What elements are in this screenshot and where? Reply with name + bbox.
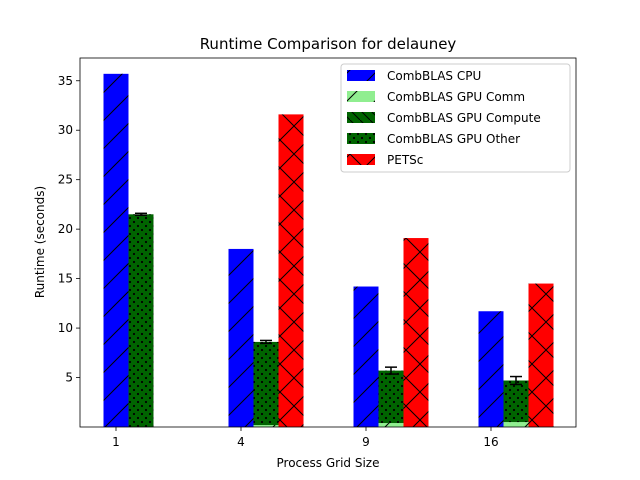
- legend-swatch-hatch-3: [347, 133, 375, 144]
- x-tick-label-1: 1: [112, 435, 120, 449]
- y-tick-label-15: 15: [58, 272, 73, 286]
- bar-gpu-comm-hatch-9: [378, 423, 404, 427]
- x-axis-label: Process Grid Size: [277, 456, 380, 470]
- legend-box: [340, 63, 571, 173]
- bar-petsc-hatch-16: [528, 283, 554, 427]
- axes-frame: [79, 57, 577, 428]
- bar-gpu-comm-hatch-4: [253, 425, 279, 427]
- plot-area: 1 4 9 16 5 10 15 20 25 30 35: [58, 57, 577, 449]
- bar-gpu-other-hatch-16: [503, 380, 529, 423]
- y-tick-label-25: 25: [58, 173, 73, 187]
- y-tick-label-20: 20: [58, 222, 73, 236]
- legend-label-2: CombBLAS GPU Compute: [387, 111, 541, 125]
- legend-swatch-hatch-4: [347, 154, 375, 165]
- y-tick-label-5: 5: [65, 371, 73, 385]
- legend-label-1: CombBLAS GPU Comm: [387, 90, 525, 104]
- x-tick-label-9: 9: [362, 435, 370, 449]
- bar-cpu-hatch-16: [478, 311, 504, 427]
- y-tick-label-35: 35: [58, 74, 73, 88]
- legend-swatch-hatch-2: [347, 112, 375, 123]
- legend-label-0: CombBLAS CPU: [387, 69, 481, 83]
- y-tick-label-10: 10: [58, 321, 73, 335]
- x-tick-label-16: 16: [483, 435, 498, 449]
- bar-petsc-hatch-4: [278, 114, 304, 428]
- bar-gpu-other-hatch-4: [253, 341, 279, 426]
- legend-swatch-hatch-0: [347, 70, 375, 81]
- bar-gpu-other-hatch-1: [128, 214, 154, 427]
- chart-title: Runtime Comparison for delauney: [200, 35, 457, 53]
- legend-label-3: CombBLAS GPU Other: [387, 132, 520, 146]
- legend-swatch-hatch-1: [347, 91, 375, 102]
- bar-gpu-other-hatch-9: [378, 370, 404, 424]
- bar-cpu-hatch-1: [103, 73, 129, 427]
- bar-cpu-hatch-4: [228, 248, 254, 427]
- x-tick-label-4: 4: [237, 435, 245, 449]
- legend-label-4: PETSc: [387, 153, 423, 167]
- bar-gpu-comm-hatch-16: [503, 422, 529, 427]
- bar-petsc-hatch-9: [403, 238, 429, 427]
- y-tick-label-30: 30: [58, 123, 73, 137]
- y-axis-label: Runtime (seconds): [33, 186, 47, 298]
- bar-cpu-hatch-9: [353, 286, 379, 427]
- legend: CombBLAS CPU CombBLAS GPU Comm CombBLAS GP…: [340, 63, 571, 173]
